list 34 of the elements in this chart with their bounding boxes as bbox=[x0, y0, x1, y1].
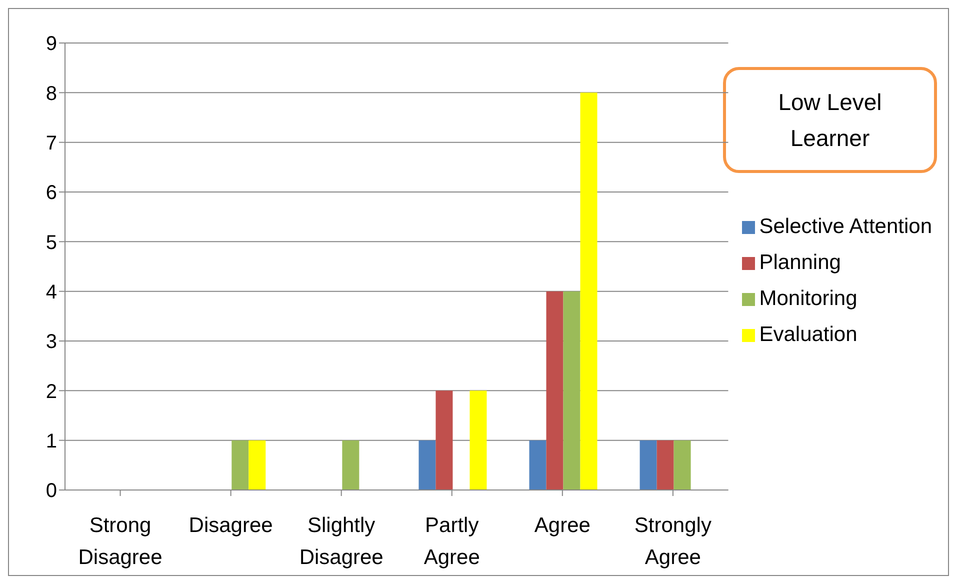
bar bbox=[563, 291, 580, 490]
x-tick-label: Strong Disagree bbox=[78, 514, 162, 569]
bar bbox=[546, 291, 564, 490]
y-tick-label: 2 bbox=[46, 380, 57, 403]
bar bbox=[342, 440, 360, 490]
bar bbox=[232, 440, 249, 490]
x-tick-label: Strongly Agree bbox=[634, 514, 712, 569]
legend-label: Evaluation bbox=[759, 323, 858, 346]
bar bbox=[580, 92, 598, 490]
x-tick-label: Agree bbox=[534, 514, 590, 537]
legend-label: Planning bbox=[759, 251, 841, 274]
bar bbox=[436, 390, 453, 490]
y-tick-label: 9 bbox=[46, 33, 57, 56]
bar bbox=[470, 390, 487, 490]
bar bbox=[674, 440, 691, 490]
y-tick-label: 7 bbox=[46, 132, 57, 154]
bar bbox=[656, 440, 674, 490]
y-tick-label: 0 bbox=[46, 480, 57, 502]
x-tick-label: Disagree bbox=[188, 514, 273, 537]
bar bbox=[640, 440, 657, 490]
x-tick-label: Slightly Disagree bbox=[299, 514, 384, 569]
bar bbox=[529, 440, 546, 490]
y-tick-label: 5 bbox=[46, 232, 57, 254]
legend-label: Monitoring bbox=[759, 287, 858, 310]
legend-label: Selective Attention bbox=[759, 215, 932, 238]
text: Low Level Learner bbox=[723, 67, 937, 173]
y-tick-label: 6 bbox=[46, 182, 57, 204]
y-tick-label: 1 bbox=[46, 430, 57, 452]
x-tick-label: Partly Agree bbox=[424, 514, 480, 569]
y-tick-label: 8 bbox=[46, 82, 57, 105]
bar bbox=[248, 440, 266, 490]
y-tick-label: 4 bbox=[46, 281, 57, 304]
bar bbox=[418, 440, 436, 490]
y-tick-label: 3 bbox=[46, 331, 57, 354]
